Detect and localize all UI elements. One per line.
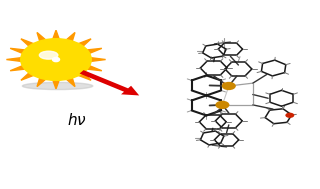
FancyArrow shape — [80, 70, 139, 95]
Circle shape — [285, 113, 294, 118]
Text: $h\nu$: $h\nu$ — [67, 112, 87, 128]
Circle shape — [215, 101, 229, 109]
Ellipse shape — [39, 51, 58, 59]
Ellipse shape — [22, 82, 93, 90]
Polygon shape — [6, 30, 106, 89]
Ellipse shape — [52, 57, 60, 62]
Circle shape — [222, 82, 236, 90]
Ellipse shape — [21, 39, 91, 80]
